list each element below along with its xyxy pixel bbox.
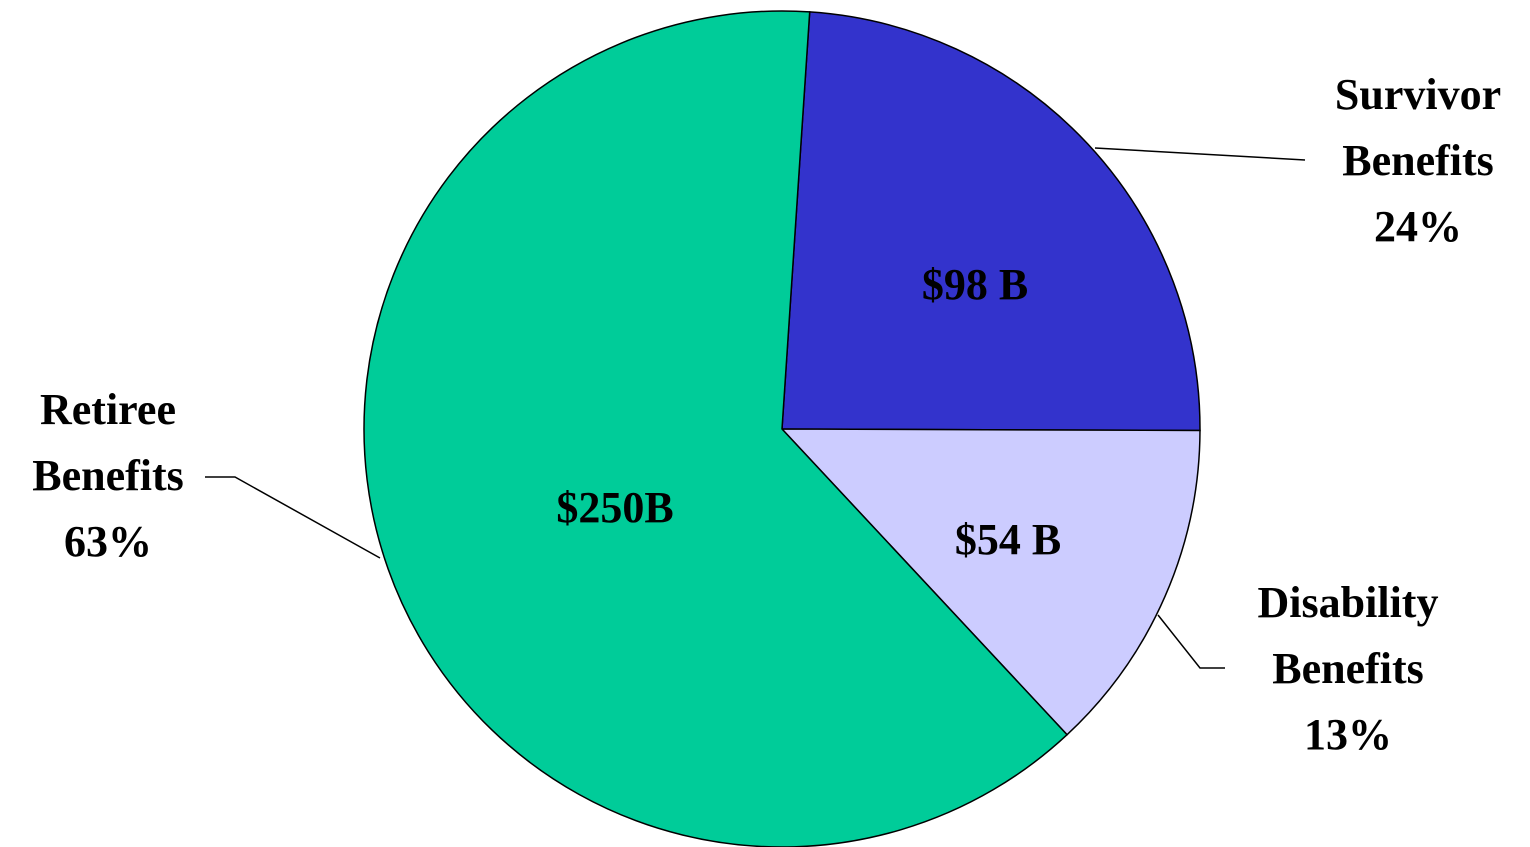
slice-label: Disability Benefits 13% [1218, 570, 1478, 768]
slice-label: Survivor Benefits 24% [1288, 62, 1530, 260]
percent-label: 13% [1304, 710, 1392, 759]
percent-label: 63% [64, 517, 152, 566]
category-label: Retiree Benefits [32, 385, 184, 500]
category-label: Disability Benefits [1257, 578, 1439, 693]
pie-slice [363, 10, 1069, 847]
slice-label: Retiree Benefits 63% [0, 377, 238, 575]
leader-line [205, 476, 381, 559]
amount-label: $98 B [921, 260, 1029, 309]
percent-label: 24% [1374, 202, 1462, 251]
leader-line [1157, 614, 1225, 669]
amount-label: $54 B [954, 515, 1062, 564]
category-label: Survivor Benefits [1334, 70, 1502, 185]
leader-line [1094, 147, 1306, 161]
slices [363, 10, 1201, 847]
amount-label: $250B [556, 483, 674, 532]
pie-slice [781, 11, 1201, 432]
pie-slice [780, 428, 1201, 736]
